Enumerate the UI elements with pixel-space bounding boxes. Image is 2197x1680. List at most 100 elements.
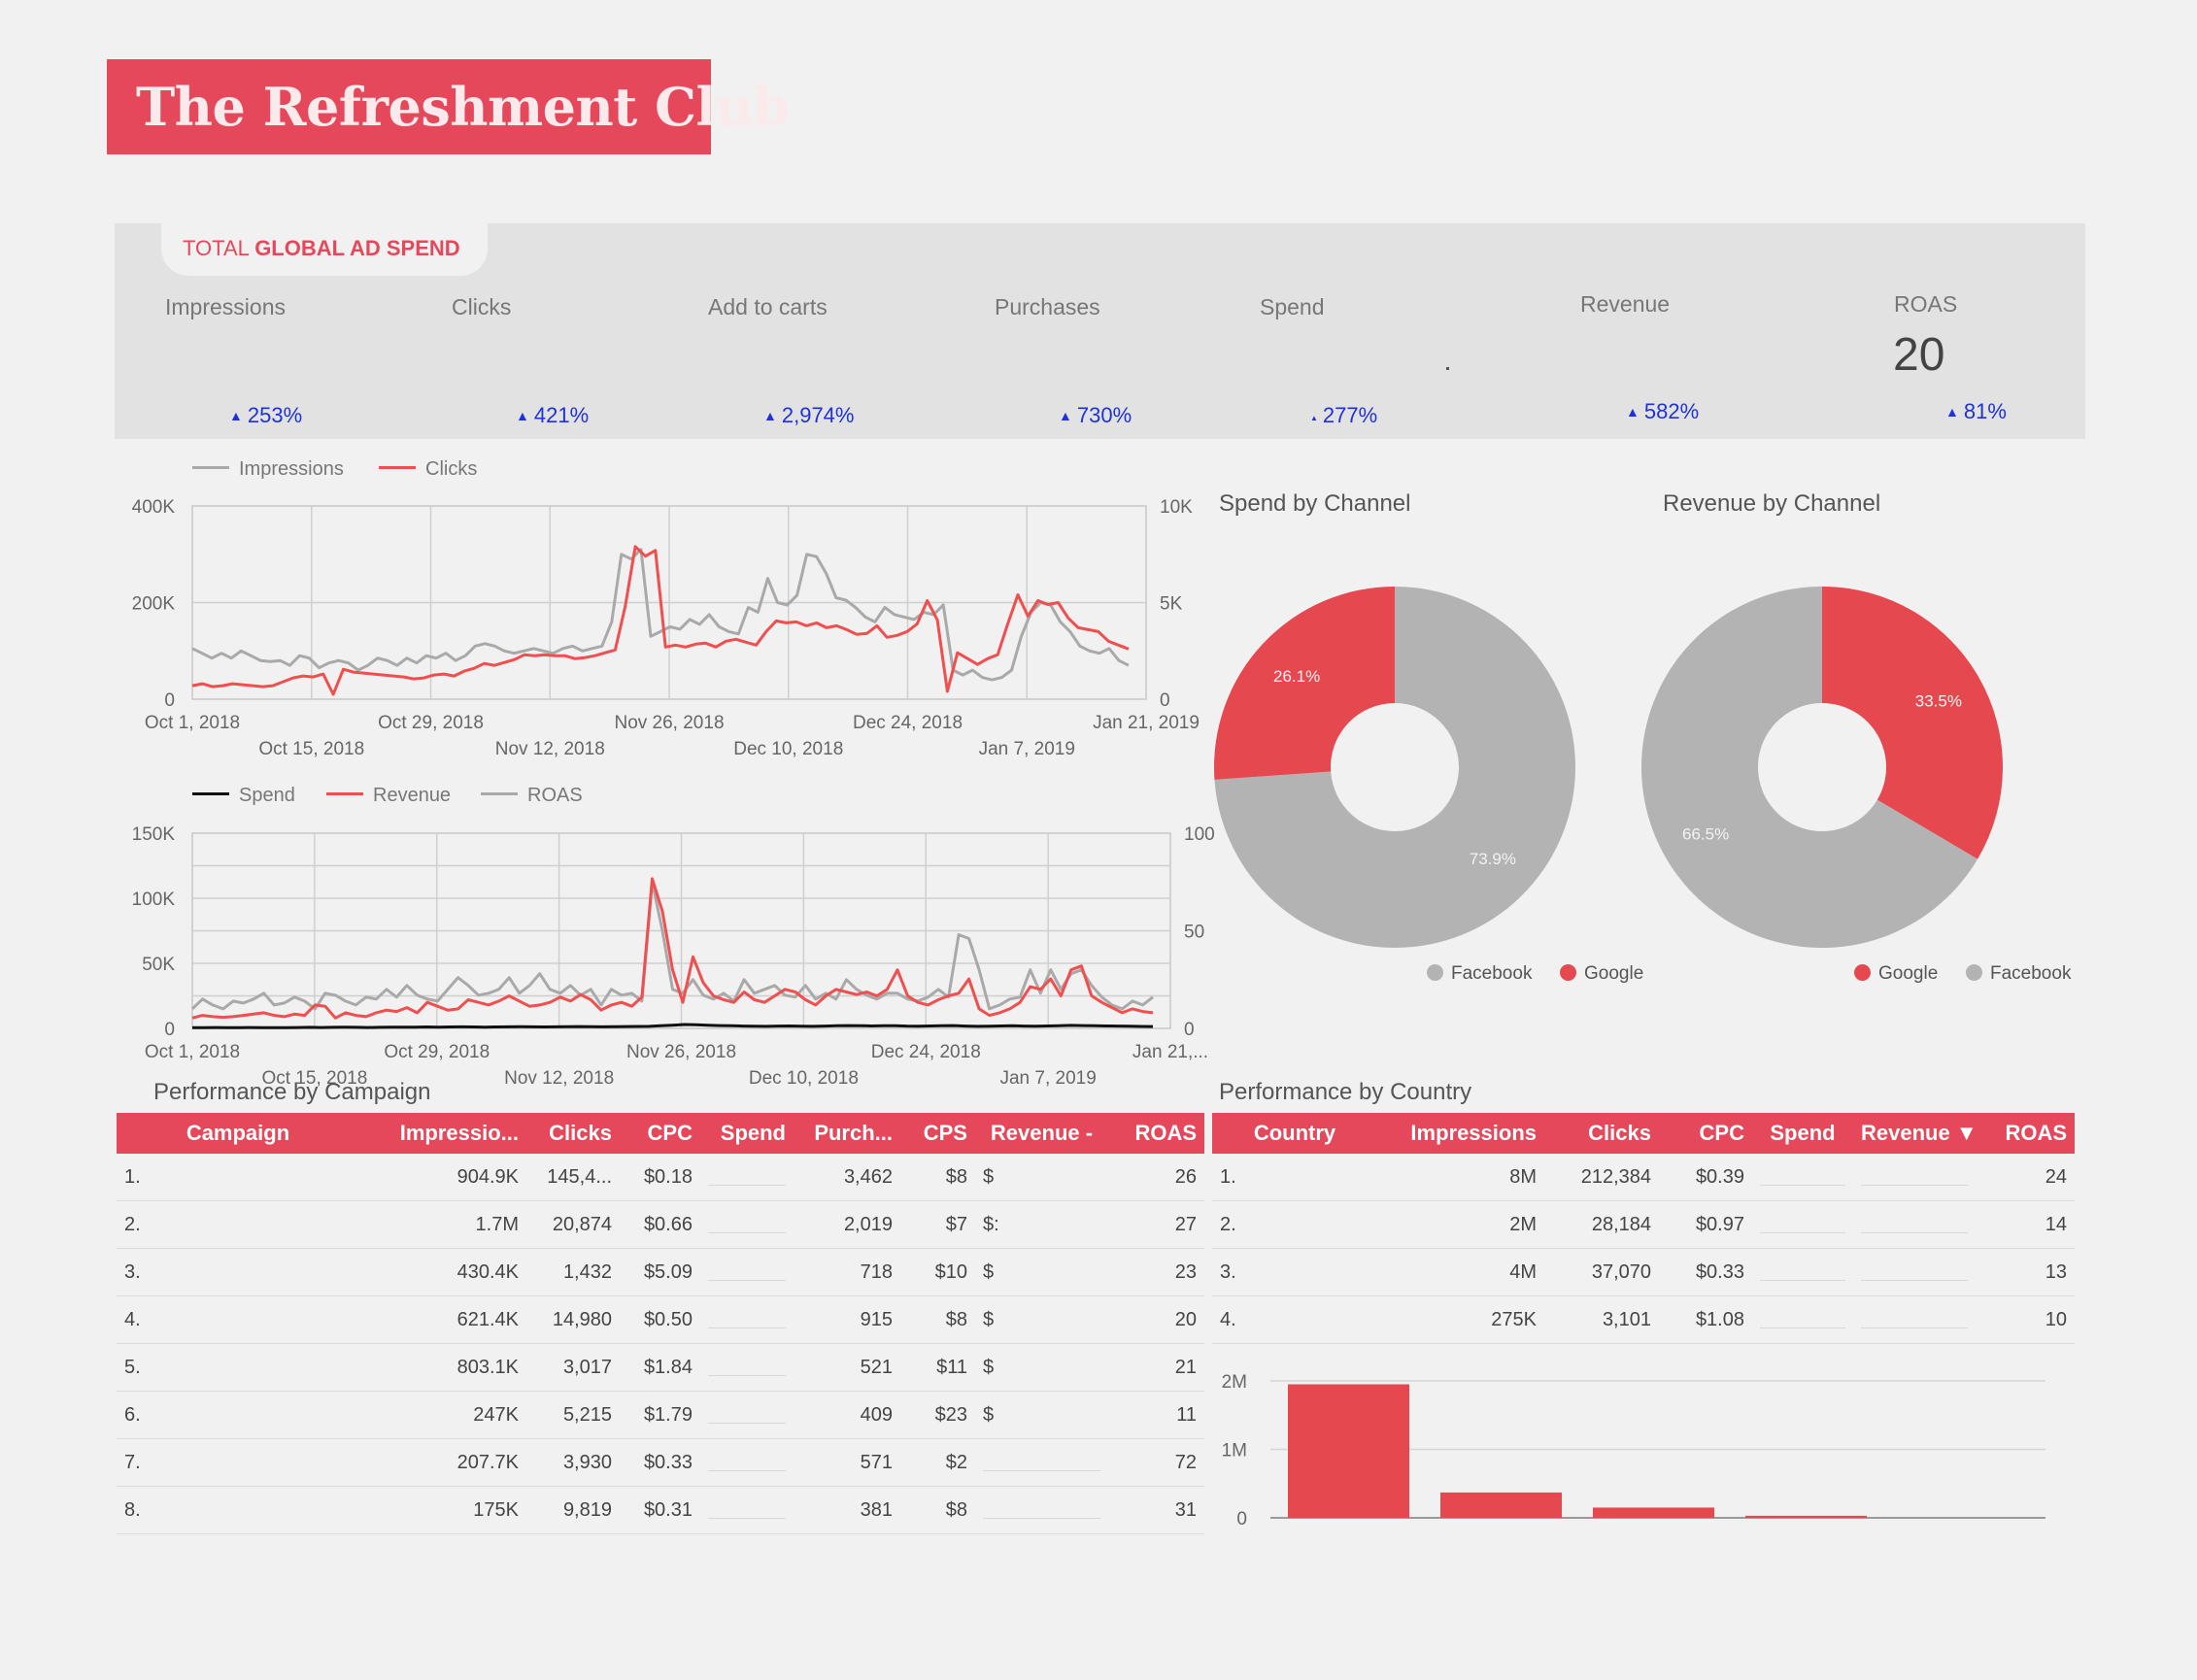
table-row[interactable]: 8. 175K 9,819 $0.31 381 $8 31: [117, 1486, 1204, 1534]
x-tick-label: Nov 12, 2018: [495, 739, 605, 759]
table-cell: [700, 1391, 794, 1439]
legend-impressions[interactable]: Impressions: [192, 458, 344, 481]
table-cell: 3,101: [1544, 1295, 1659, 1344]
column-header[interactable]: Revenue ▼: [1853, 1113, 1976, 1154]
legend-swatch-roas: [481, 792, 518, 795]
table-cell: 2M: [1377, 1200, 1544, 1249]
table-cell: 14: [1976, 1200, 2075, 1249]
table-cell: 2,019: [794, 1200, 900, 1249]
kpi-section-pill: TOTAL GLOBAL AD SPEND: [161, 221, 488, 276]
y-left-tick-label: 0: [164, 690, 175, 711]
table-row[interactable]: 5. 803.1K 3,017 $1.84 521 $11 $21: [117, 1343, 1204, 1392]
x-tick-label: Jan 7, 2019: [979, 739, 1075, 759]
table-row[interactable]: 4. 621.4K 14,980 $0.50 915 $8 $20: [117, 1295, 1204, 1344]
column-header[interactable]: Clicks: [526, 1113, 620, 1154]
table-cell: [1853, 1248, 1976, 1296]
column-header[interactable]: ROAS: [1108, 1113, 1204, 1154]
column-header[interactable]: Country: [1212, 1113, 1377, 1154]
table-cell: $7: [900, 1200, 975, 1249]
table-cell: [1752, 1295, 1853, 1344]
redacted-value: [1760, 1184, 1845, 1186]
table-row[interactable]: 7. 207.7K 3,930 $0.33 571 $2 72: [117, 1438, 1204, 1487]
table-row[interactable]: 1. 8M 212,384 $0.39 24: [1212, 1154, 2075, 1201]
table-cell: 20,874: [526, 1200, 620, 1249]
y-tick-label: 0: [1236, 1509, 1247, 1529]
legend-clicks[interactable]: Clicks: [379, 458, 477, 481]
table-cell: $5.09: [620, 1248, 700, 1296]
redacted-value: [708, 1327, 786, 1328]
x-tick-label: Oct 29, 2018: [378, 713, 484, 733]
table-cell: $2: [900, 1438, 975, 1487]
table-cell: 521: [794, 1343, 900, 1392]
legend-swatch-revenue: [326, 792, 363, 795]
column-header[interactable]: Impressio...: [359, 1113, 526, 1154]
table-cell: 2.: [117, 1200, 359, 1249]
channel-donut-charts[interactable]: 73.9% 26.1% 33.5% 66.5%: [1204, 573, 2176, 961]
table-cell: 31: [1108, 1486, 1204, 1534]
table-cell: 904.9K: [359, 1154, 526, 1201]
x-tick-label: Nov 26, 2018: [614, 713, 724, 733]
redacted-value: [983, 1517, 1100, 1519]
table-cell: [700, 1343, 794, 1392]
table-cell: 14,980: [526, 1295, 620, 1344]
column-header[interactable]: Campaign: [117, 1113, 359, 1154]
column-header[interactable]: CPC: [1659, 1113, 1752, 1154]
y-right-tick-label: 5K: [1160, 594, 1183, 615]
legend-dot-facebook: [1427, 964, 1443, 981]
legend-roas[interactable]: ROAS: [481, 785, 583, 807]
table-cell: 8.: [117, 1486, 359, 1534]
table-cell: [1853, 1200, 1976, 1249]
table-cell: 20: [1108, 1295, 1204, 1344]
table-cell: $:: [975, 1200, 1108, 1249]
pie2-legend-google[interactable]: Google: [1854, 963, 1938, 985]
column-header[interactable]: Revenue -: [975, 1113, 1108, 1154]
column-header[interactable]: CPC: [620, 1113, 700, 1154]
pie2-legend-facebook[interactable]: Facebook: [1966, 963, 2071, 985]
kpi-label-clicks: Clicks: [452, 294, 512, 319]
x-tick-label: Dec 10, 2018: [733, 739, 843, 759]
country-bar-chart[interactable]: 2M 1M 0: [1204, 1340, 2079, 1534]
page-title: The Refreshment Club: [136, 76, 790, 138]
column-header[interactable]: CPS: [900, 1113, 975, 1154]
country-table: Country Impressions Clicks CPC Spend Revenue …: [1212, 1113, 2075, 1344]
table-row[interactable]: 3. 4M 37,070 $0.33 13: [1212, 1248, 2075, 1296]
column-header[interactable]: Impressions: [1377, 1113, 1544, 1154]
x-tick-label: Oct 1, 2018: [145, 713, 240, 733]
table-cell: [700, 1438, 794, 1487]
table-cell: [700, 1486, 794, 1534]
bar-2: [1440, 1492, 1562, 1518]
table-cell: [700, 1295, 794, 1344]
table-cell: 718: [794, 1248, 900, 1296]
table-row[interactable]: 6. 247K 5,215 $1.79 409 $23 $11: [117, 1391, 1204, 1439]
redacted-value: [1861, 1184, 1968, 1186]
table-row[interactable]: 3. 430.4K 1,432 $5.09 718 $10 $23: [117, 1248, 1204, 1296]
table-cell: 247K: [359, 1391, 526, 1439]
table-row[interactable]: 1. 904.9K 145,4... $0.18 3,462 $8 $26: [117, 1154, 1204, 1201]
table-cell: 3,462: [794, 1154, 900, 1201]
column-header[interactable]: Spend: [1752, 1113, 1853, 1154]
column-header[interactable]: Clicks: [1544, 1113, 1659, 1154]
column-header[interactable]: Purch...: [794, 1113, 900, 1154]
legend-spend[interactable]: Spend: [192, 785, 295, 807]
table-row[interactable]: 2. 2M 28,184 $0.97 14: [1212, 1200, 2075, 1249]
x-tick-label: Jan 7, 2019: [999, 1068, 1096, 1089]
kpi-pill-bold: GLOBAL AD SPEND: [254, 236, 460, 260]
legend-revenue[interactable]: Revenue: [326, 785, 451, 807]
x-tick-label: Dec 24, 2018: [853, 713, 963, 733]
y-right-tick-label: 50: [1184, 923, 1204, 943]
column-header[interactable]: Spend: [700, 1113, 794, 1154]
donut-slice-label: 26.1%: [1273, 667, 1320, 686]
table-cell: 1,432: [526, 1248, 620, 1296]
table-cell: [700, 1154, 794, 1201]
pie1-legend-facebook[interactable]: Facebook: [1427, 963, 1532, 985]
column-header[interactable]: ROAS: [1976, 1113, 2075, 1154]
kpi-delta-clicks: ▲ 421%: [516, 403, 590, 427]
legend-dot-facebook: [1966, 964, 1982, 981]
table-row[interactable]: 2. 1.7M 20,874 $0.66 2,019 $7 $: 27: [117, 1200, 1204, 1249]
table-row[interactable]: 4. 275K 3,101 $1.08 10: [1212, 1295, 2075, 1344]
legend-swatch-clicks: [379, 466, 416, 469]
pie1-legend-google[interactable]: Google: [1560, 963, 1643, 985]
table-cell: 175K: [359, 1486, 526, 1534]
